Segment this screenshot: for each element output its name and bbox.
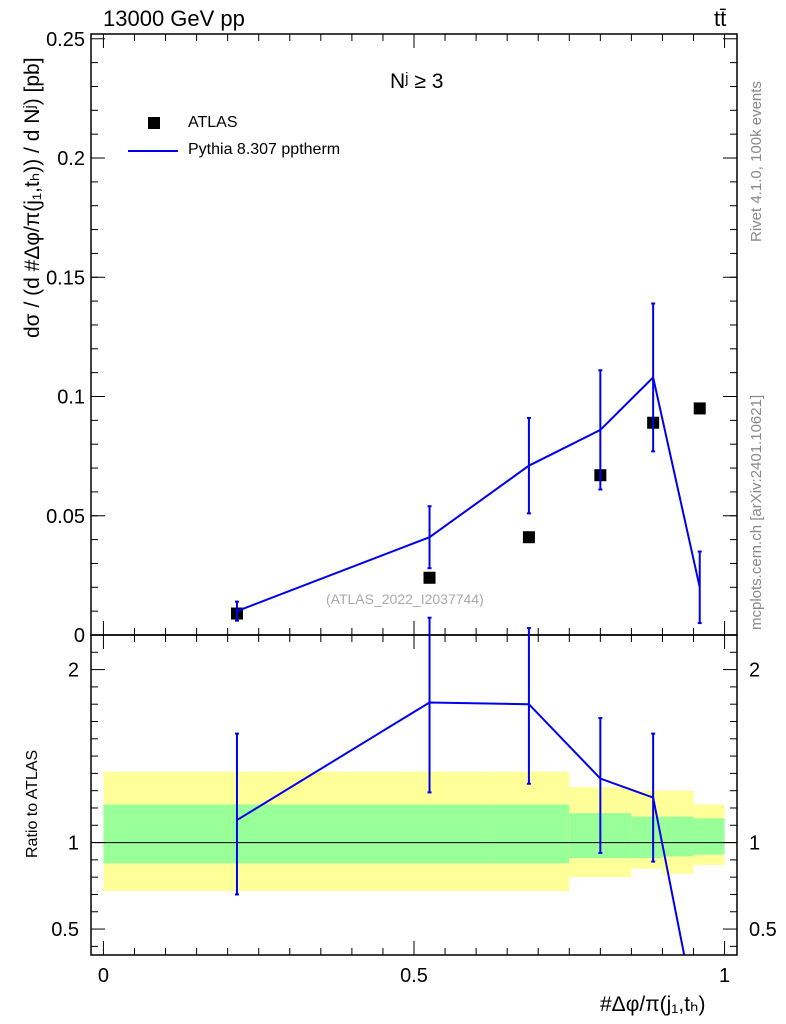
ratio-band-inner xyxy=(693,818,725,855)
pythia-ratio-line xyxy=(236,701,686,955)
main-y-tick-label: 0.25 xyxy=(46,29,85,51)
mcplots-label: mcplots.cern.ch [arXiv:2401.10621] xyxy=(748,394,765,630)
ratio-y-tick-label-left: 2 xyxy=(68,660,79,682)
header-left: 13000 GeV pp xyxy=(103,6,245,31)
ratio-y-tick-label-left: 0.5 xyxy=(51,919,79,941)
x-axis-label: #Δφ/π(j₁,tₕ) xyxy=(600,993,706,1016)
pythia-line xyxy=(236,375,701,613)
atlas-data-point xyxy=(522,531,535,544)
ratio-y-axis-label: Ratio to ATLAS xyxy=(24,749,41,858)
main-y-tick-label: 0.1 xyxy=(57,387,85,409)
main-y-axis-label: dσ / (d #Δφ/π(j₁,tₕ)) / d Nʲ) [pb] xyxy=(21,57,44,338)
ratio-band-inner xyxy=(662,816,694,857)
panel-title: Nʲ ≥ 3 xyxy=(390,70,444,93)
legend-atlas-label: ATLAS xyxy=(188,114,238,131)
main-y-tick-label: 0.05 xyxy=(46,506,85,528)
atlas-data-point xyxy=(423,571,436,584)
legend-pythia-label: Pythia 8.307 pptherm xyxy=(188,141,341,158)
ratio-y-tick-label-right: 1 xyxy=(749,833,760,855)
ratio-y-tick-label-right: 2 xyxy=(749,660,760,682)
ratio-band-inner xyxy=(491,804,570,864)
x-tick-label: 0.5 xyxy=(400,965,428,987)
ratio-y-tick-label-left: 1 xyxy=(68,833,79,855)
analysis-watermark: (ATLAS_2022_I2037744) xyxy=(326,591,484,607)
legend-pythia-line xyxy=(128,150,178,152)
x-tick-label: 0 xyxy=(98,965,109,987)
legend-atlas-marker xyxy=(148,117,160,129)
rivet-label: Rivet 4.1.0, 100k events xyxy=(748,81,765,242)
atlas-data-point xyxy=(693,402,706,415)
ratio-y-tick-label-right: 0.5 xyxy=(749,919,777,941)
header-right: tt̄ xyxy=(714,6,727,31)
ratio-band-inner xyxy=(103,804,492,864)
main-y-tick-label: 0 xyxy=(74,625,85,647)
main-y-tick-label: 0.15 xyxy=(46,267,85,289)
main-y-tick-label: 0.2 xyxy=(57,148,85,170)
x-tick-label: 1 xyxy=(719,965,730,987)
